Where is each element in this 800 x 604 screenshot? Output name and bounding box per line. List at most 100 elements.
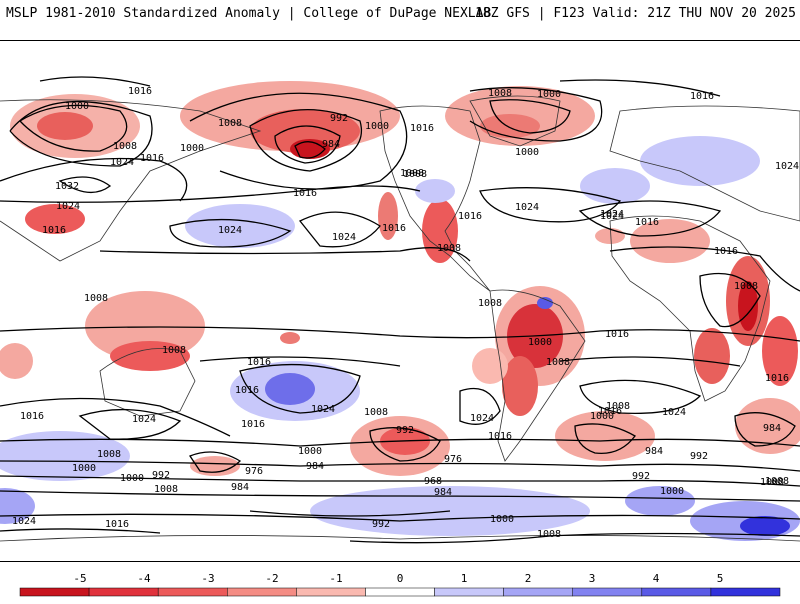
isobar-label: 1024 [662, 407, 686, 418]
isobar-1016-south-pacific [199, 356, 401, 367]
isobar-label: 1008 [734, 281, 758, 292]
isobar-aleutian-2 [274, 125, 341, 164]
isobar-label: 984 [434, 487, 452, 498]
isobar-labels: 1016 1000 1008 1024 1032 1024 1016 1016 … [12, 86, 799, 540]
isobar-label: 1000 [537, 89, 561, 100]
coast-eurasia [0, 99, 800, 262]
colorbar-band [572, 587, 643, 597]
anomaly-red-southern [190, 456, 240, 476]
isobar-aleutian-3 [294, 141, 326, 159]
colorbar-band [365, 587, 435, 597]
isobar-1024-eurasia [578, 200, 722, 237]
isobar-label: 976 [444, 454, 462, 465]
colorbar-tick-label: 0 [397, 572, 404, 585]
isobar-1016-subtropics [99, 247, 471, 262]
anomaly-red-indian-se [735, 398, 800, 454]
anomaly-red-southern-africa [694, 328, 730, 384]
isobar-label: 1000 [72, 463, 96, 474]
isobar-1024-indian [78, 408, 182, 440]
anomaly-blue-far-east [640, 136, 760, 186]
coast-australia [99, 348, 196, 417]
colorbar-band [710, 587, 781, 597]
anomaly-red-aleutian-core [250, 109, 360, 153]
anomaly-red-s-atlantic [555, 411, 655, 461]
isobar-992-southern-1 [0, 475, 800, 487]
isobar-1016-atl-s [559, 356, 741, 367]
anomaly-blue-amazon [537, 297, 553, 309]
anomaly-blue-indian [0, 431, 130, 481]
isobar-label: 1008 [84, 293, 108, 304]
isobar-1024-atl-s [579, 379, 702, 415]
isobar-1024-argentina [459, 387, 501, 425]
isobar-label: 968 [424, 476, 442, 487]
isobar-label: 984 [306, 461, 324, 472]
anomaly-red-indonesia-core [110, 341, 190, 371]
isobar-label: 1016 [105, 519, 129, 530]
anomaly-blue-weddell [625, 486, 695, 516]
isobar-label: 1024 [775, 161, 799, 172]
anomaly-blue-pacific-s-core [265, 373, 315, 405]
coastlines [0, 95, 800, 542]
isobar-label: 1008 [765, 476, 789, 487]
isobars [0, 76, 800, 544]
isobar-label: 1008 [218, 118, 242, 129]
isobar-label: 1016 [690, 91, 714, 102]
isobar-1000-southern-1 [0, 460, 800, 472]
isobar-label: 1000 [515, 147, 539, 158]
isobar-1032-asia [58, 176, 112, 193]
isobar-label: 1016 [247, 357, 271, 368]
colorbar-band [227, 587, 297, 597]
anomaly-red-argentina [502, 356, 538, 416]
colorbar-bands [19, 587, 781, 597]
colorbar-band [641, 587, 712, 597]
colorbar-tick-label: 5 [717, 572, 724, 585]
isobar-1024-atlantic-c [479, 187, 622, 223]
isobar-1016-pacific [0, 185, 421, 203]
isobar-label: 1000 [365, 121, 389, 132]
anomaly-red-madagascar [762, 316, 798, 386]
isobar-aleutian-1 [249, 108, 362, 172]
isobar-label: 1024 [515, 202, 539, 213]
isobar-label: 992 [152, 470, 170, 481]
isobar-label: 984 [322, 139, 340, 150]
isobar-label: 984 [763, 423, 781, 434]
colorbar-tick-label: -5 [73, 572, 86, 585]
isobar-label: 1008 [546, 357, 570, 368]
isobar-label: 1016 [235, 385, 259, 396]
anomaly-blue-asia [580, 168, 650, 204]
colorbar: -5 -4 -3 -2 -1 0 1 2 3 4 5 [0, 568, 800, 600]
colorbar-svg: -5 -4 -3 -2 -1 0 1 2 3 4 5 [19, 572, 781, 597]
isobar-label: 1000 [590, 411, 614, 422]
isobar-label: 1024 [110, 157, 134, 168]
isobar-label: 992 [690, 451, 708, 462]
isobar-992-antarctic [249, 510, 451, 517]
isobar-aleutian-outer [189, 92, 408, 190]
isobar-label: 1016 [410, 123, 434, 134]
isobar-label: 1016 [382, 223, 406, 234]
isobar-label: 1008 [760, 477, 784, 488]
isobar-label: 1000 [528, 337, 552, 348]
colorbar-band [503, 587, 573, 597]
isobar-label: 1024 [56, 201, 80, 212]
anomaly-red-n-africa [595, 228, 625, 244]
anomaly-red-pacific-c [280, 332, 300, 344]
colorbar-band [434, 587, 504, 597]
colorbar-tick-label: 3 [589, 572, 596, 585]
isobar-1016-indian [0, 397, 231, 437]
isobar-1016-north [39, 76, 151, 87]
isobar-label: 1008 [488, 88, 512, 99]
anomaly-red-china [25, 204, 85, 234]
isobar-label: 1024 [12, 516, 36, 527]
isobar-1000-atlantic [489, 99, 571, 134]
isobar-1024-pacific-s [239, 363, 361, 414]
isobar-1008-atlantic [469, 87, 603, 142]
coast-greenland [469, 95, 561, 147]
isobar-label: 1016 [42, 225, 66, 236]
coast-north-america [379, 105, 491, 292]
isobar-label: 1008 [97, 449, 121, 460]
isobar-label: 992 [396, 425, 414, 436]
isobar-label: 1008 [113, 141, 137, 152]
anomaly-red-west-pacific [0, 343, 33, 379]
isobar-label: 976 [245, 466, 263, 477]
isobar-984-southern-1 [0, 490, 800, 502]
